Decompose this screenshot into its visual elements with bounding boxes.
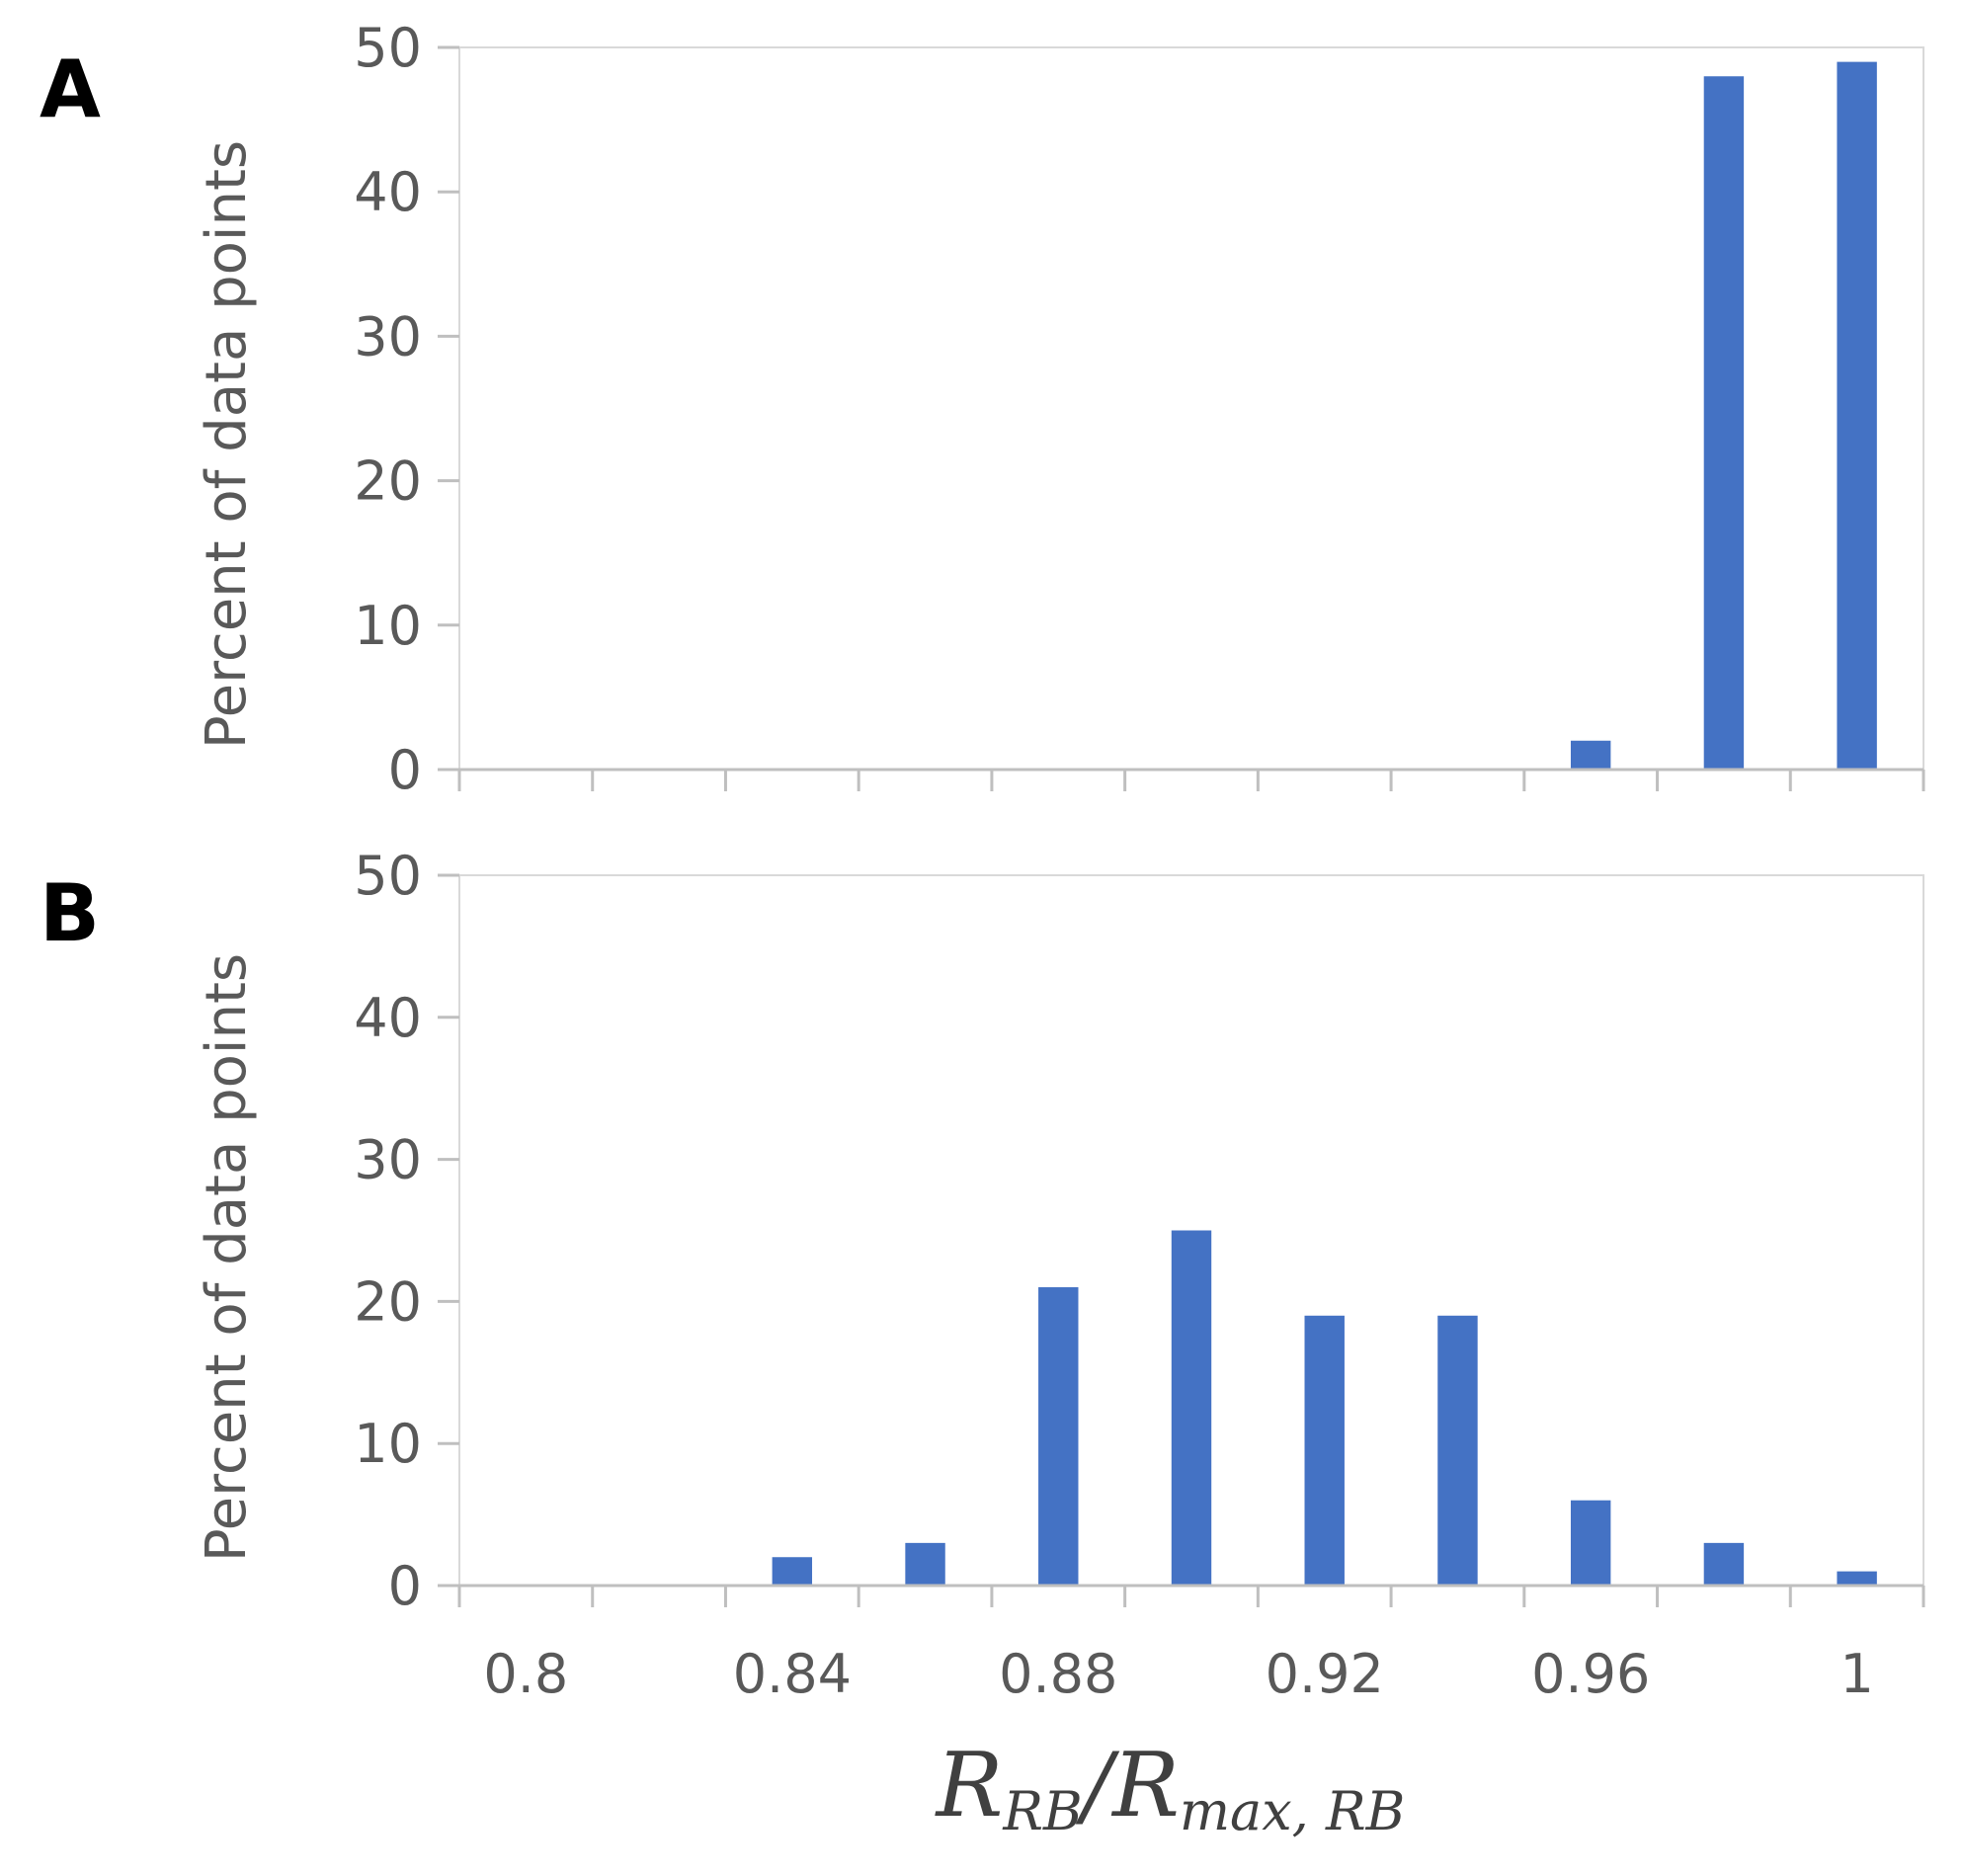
panel-b-y-tick-label: 20 — [354, 1270, 422, 1333]
x-axis-label-sub2: max, RB — [1180, 1780, 1406, 1842]
panel-b-bar-0.9 — [1171, 1230, 1212, 1586]
panel-b-bar-0.86 — [905, 1542, 945, 1586]
panel-a-y-tick-label: 20 — [354, 450, 422, 513]
panel-b-bar-0.96 — [1570, 1500, 1611, 1586]
panel-a-y-tick-label: 50 — [354, 17, 422, 79]
panel-b-bar-0.84 — [772, 1557, 813, 1586]
x-axis-label: RRB/Rmax, RB — [935, 1734, 1406, 1842]
panel-b-y-tick-label: 40 — [354, 987, 422, 1049]
panel-b-y-axis-label: Percent of data points — [195, 953, 259, 1562]
panel-b-bar-1 — [1837, 1571, 1877, 1586]
panel-b-y-tick-label: 10 — [354, 1413, 422, 1475]
x-axis-label-slash: / — [1075, 1734, 1120, 1837]
panel-b-bar-0.88 — [1038, 1287, 1079, 1586]
panel-a-x-ticks — [457, 770, 1925, 791]
panel-b-x-tick-label: 0.96 — [1531, 1643, 1650, 1705]
panel-a-y-axis-label: Percent of data points — [195, 140, 259, 749]
panel-b-y-tick-label: 0 — [388, 1555, 422, 1617]
panel-a-bar-0.98 — [1703, 76, 1745, 771]
panel-a-y-tick-label: 30 — [354, 305, 422, 367]
panel-a-bar-0.96 — [1570, 740, 1611, 770]
panel-a-y-ticks: 0 10 20 30 40 50 — [354, 17, 459, 801]
panel-a-letter: A — [40, 43, 101, 135]
panel-a: A Percent of data points 0 10 20 30 40 50 — [40, 17, 1925, 801]
panel-a-y-tick-label: 0 — [388, 739, 422, 801]
panel-a-y-tick-label: 10 — [354, 595, 422, 657]
panel-b-x-tick-label: 1 — [1840, 1643, 1873, 1705]
panel-b-x-ticks — [457, 1586, 1925, 1607]
x-axis-label-r1: R — [935, 1734, 1004, 1837]
panel-b-x-tick-labels: 0.8 0.84 0.88 0.92 0.96 1 — [483, 1643, 1873, 1705]
panel-b-x-tick-label: 0.8 — [483, 1643, 568, 1705]
panel-b-bar-0.92 — [1304, 1315, 1345, 1586]
panel-a-bars — [1570, 61, 1877, 771]
panel-b-y-tick-label: 50 — [354, 845, 422, 907]
panel-b-bars — [772, 1230, 1877, 1586]
panel-a-y-tick-label: 40 — [354, 161, 422, 223]
panel-b: B Percent of data points 0 10 20 30 40 50 0.8… — [40, 845, 1925, 1705]
panel-a-bar-1 — [1837, 61, 1877, 771]
panel-b-x-tick-label: 0.88 — [999, 1643, 1117, 1705]
x-axis-label-sub1: RB — [1002, 1780, 1082, 1842]
panel-b-y-ticks: 0 10 20 30 40 50 — [354, 845, 459, 1617]
panel-b-bar-0.94 — [1437, 1315, 1478, 1586]
panel-b-y-tick-label: 30 — [354, 1129, 422, 1191]
panel-b-x-tick-label: 0.84 — [733, 1643, 852, 1705]
x-axis-label-r2: R — [1110, 1734, 1180, 1837]
panel-b-letter: B — [40, 867, 100, 959]
panel-b-x-tick-label: 0.92 — [1266, 1643, 1384, 1705]
panel-b-bar-0.98 — [1703, 1542, 1745, 1586]
